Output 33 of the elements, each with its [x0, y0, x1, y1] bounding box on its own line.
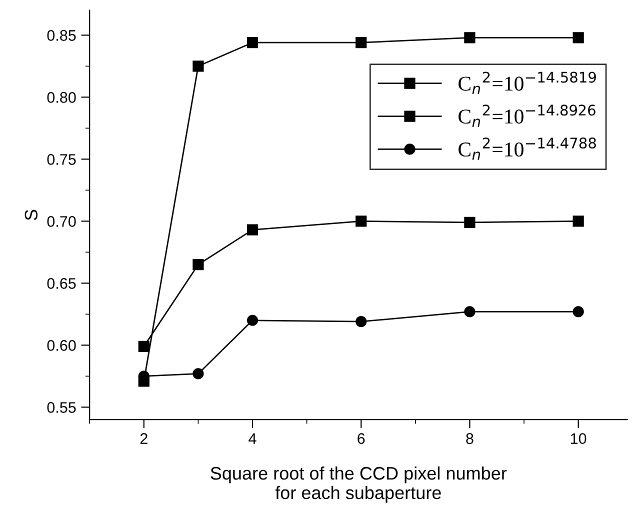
y-tick-label: 0.65: [47, 278, 76, 289]
point: [192, 259, 204, 270]
y-tick-label: 0.80: [47, 92, 76, 103]
legend-label: C$_{n}$$^{2}$=10$^{−14.4788}$: [458, 138, 596, 160]
point: [192, 60, 204, 72]
x-axis-title: Square root of the CCD pixel number for each subaperture: [210, 466, 507, 503]
x-tick-label: 2: [140, 433, 148, 444]
x-tick-label: 10: [570, 433, 586, 444]
point: [464, 32, 476, 44]
legend-label: C$_{n}$$^{2}$=10$^{−14.8926}$: [458, 104, 596, 127]
point: [356, 37, 367, 48]
x-tick-label: 4: [248, 433, 256, 444]
point: [464, 306, 476, 318]
y-tick-label: 0.60: [47, 340, 76, 351]
point: [356, 316, 367, 328]
y-axis-title: S: [24, 210, 38, 220]
y-tick-label: 0.75: [47, 154, 76, 165]
point: [572, 32, 584, 44]
point: [246, 37, 258, 48]
y-tick-label: 0.70: [47, 216, 76, 227]
point: [356, 216, 367, 227]
point: [192, 368, 204, 380]
legend-label: C$_{n}$$^{2}$=10$^{−14.5819}$: [458, 72, 596, 94]
x-tick-label: 8: [466, 433, 474, 444]
y-tick-label: 0.85: [47, 30, 76, 41]
point: [246, 224, 258, 236]
point: [572, 306, 584, 318]
point: [572, 216, 584, 227]
y-tick-label: 0.55: [47, 402, 76, 413]
point: [464, 216, 476, 228]
point: [138, 340, 150, 352]
point: [246, 314, 258, 326]
x-tick-label: 6: [358, 433, 365, 444]
